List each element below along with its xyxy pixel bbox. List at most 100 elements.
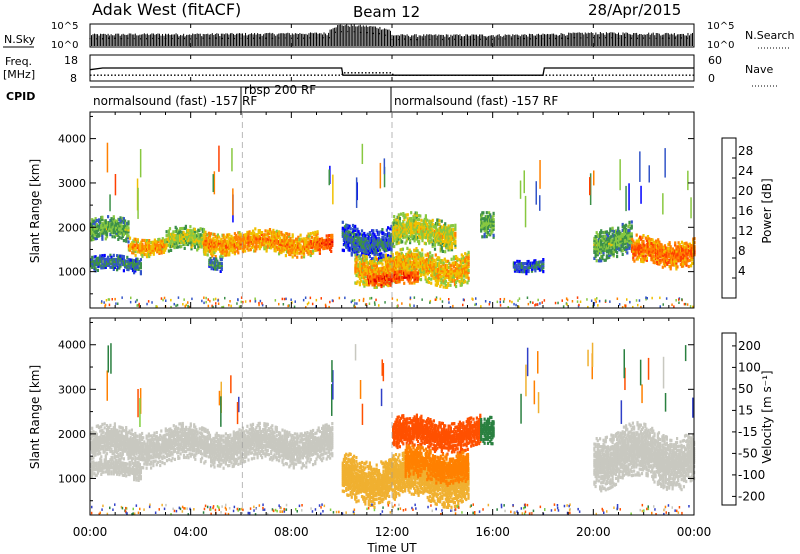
scatter-cell xyxy=(117,266,120,270)
scatter-cell xyxy=(144,239,147,243)
search-point xyxy=(347,30,349,33)
sky-right-tick-top: 10^5 xyxy=(707,21,734,32)
scatter-cell xyxy=(370,241,373,245)
search-point xyxy=(133,37,135,40)
scatter-cell xyxy=(380,260,383,265)
sky-left-tick-bottom: 10^0 xyxy=(51,40,78,51)
scatter-cell xyxy=(465,273,468,277)
scatter-cell xyxy=(454,233,457,237)
scatter-cell xyxy=(600,239,603,243)
scatter-cell xyxy=(347,238,350,242)
scatter-cell xyxy=(530,265,534,269)
search-point xyxy=(523,37,525,40)
scatter-cell xyxy=(194,240,198,244)
scatter-cell xyxy=(272,238,275,242)
scatter-cell xyxy=(380,256,383,260)
scatter-cell xyxy=(408,281,411,285)
scatter-cell xyxy=(300,249,303,253)
scatter-cell xyxy=(131,251,134,255)
scatter-cell xyxy=(629,226,632,230)
scatter-cell xyxy=(535,261,538,265)
scatter-cell xyxy=(396,270,399,274)
scatter-cell xyxy=(366,265,369,269)
scatter-cell xyxy=(189,239,192,243)
scatter-cell xyxy=(354,253,357,257)
scatter-cell xyxy=(265,237,268,241)
scatter-cell xyxy=(305,238,308,243)
scatter-cell xyxy=(396,235,399,239)
scatter-cell xyxy=(482,227,485,231)
scatter-cell xyxy=(94,263,97,267)
scatter-cell xyxy=(233,244,236,248)
plot-title: Adak West (fitACF) xyxy=(92,0,241,19)
scatter-cell xyxy=(101,254,104,258)
scatter-cell xyxy=(600,251,603,255)
scatter-cell xyxy=(466,273,469,277)
scatter-cell xyxy=(104,261,107,265)
scatter-cell xyxy=(200,243,203,247)
scatter-cell xyxy=(444,279,447,283)
scatter-cell xyxy=(173,242,176,246)
scatter-cell xyxy=(326,240,329,244)
scatter-cell xyxy=(117,256,120,260)
scatter-cell xyxy=(309,250,312,254)
scatter-cell xyxy=(458,268,461,272)
scatter-cell xyxy=(134,247,137,251)
scatter-cell xyxy=(259,245,263,249)
scatter-cell xyxy=(110,227,113,231)
scatter-cell xyxy=(275,245,278,249)
scatter-cell xyxy=(372,239,375,243)
scatter-cell xyxy=(380,252,383,256)
scatter-cell xyxy=(105,231,109,235)
scatter-cell xyxy=(125,225,128,229)
scatter-cell xyxy=(196,240,199,244)
scatter-cell xyxy=(314,236,317,240)
scatter-cell xyxy=(413,264,416,268)
scatter-cell xyxy=(307,240,310,244)
scatter-cell xyxy=(418,228,421,232)
scatter-cell xyxy=(458,276,461,280)
scatter-cell xyxy=(482,211,485,215)
scatter-cell xyxy=(264,229,267,233)
search-point xyxy=(429,38,431,41)
scatter-cell xyxy=(415,273,418,277)
scatter-cell xyxy=(396,233,399,237)
scatter-cell xyxy=(628,234,631,238)
scatter-cell xyxy=(377,230,381,234)
scatter-cell xyxy=(354,242,357,246)
scatter-cell xyxy=(593,248,596,252)
scatter-cell xyxy=(621,236,624,240)
scatter-cell xyxy=(536,266,539,271)
scatter-cell xyxy=(175,241,178,245)
scatter-cell xyxy=(415,231,418,235)
scatter-cell xyxy=(298,237,301,241)
scatter-cell xyxy=(611,226,614,230)
scatter-cell xyxy=(227,233,230,237)
scatter-cell xyxy=(524,270,527,274)
scatter-cell xyxy=(342,248,345,253)
scatter-cell xyxy=(348,230,351,234)
scatter-cell xyxy=(410,229,413,233)
scatter-cell xyxy=(519,268,522,272)
scatter-cell xyxy=(492,233,495,237)
scatter-cell xyxy=(381,276,384,280)
scatter-cell xyxy=(652,256,655,260)
scatter-cell xyxy=(513,263,517,267)
scatter-cell xyxy=(262,243,265,247)
scatter-cell xyxy=(232,246,235,250)
scatter-cell xyxy=(122,263,125,267)
scatter-cell xyxy=(134,237,137,241)
scatter-cell xyxy=(430,269,433,273)
scatter-cell xyxy=(326,242,329,246)
scatter-cell xyxy=(403,225,406,229)
scatter-cell xyxy=(357,270,360,274)
scatter-cell xyxy=(407,252,410,256)
scatter-cell xyxy=(148,241,151,245)
scatter-cell xyxy=(610,235,613,239)
scatter-cell xyxy=(424,228,427,232)
scatter-cell xyxy=(421,248,424,252)
scatter-cell xyxy=(402,220,405,224)
scatter-cell xyxy=(96,226,99,230)
scatter-cell xyxy=(429,251,432,255)
scatter-cell xyxy=(318,237,321,241)
